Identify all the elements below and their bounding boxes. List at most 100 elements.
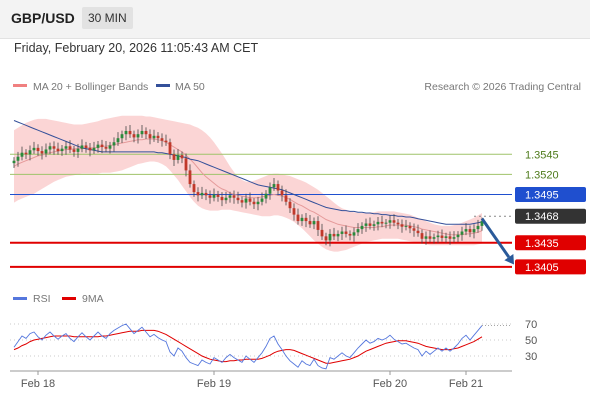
candle (268, 182, 272, 200)
candle-body (216, 194, 220, 197)
candle (24, 149, 28, 160)
candle-body (368, 223, 372, 226)
candle (72, 145, 76, 157)
candle (436, 230, 440, 244)
candle-body (168, 142, 172, 155)
candle-body (24, 152, 28, 155)
candle-body (148, 134, 152, 139)
rsi-legend: RSI 9MA (13, 293, 104, 305)
legend-label-rsi: RSI (33, 293, 51, 305)
candle-body (392, 220, 396, 223)
candle (180, 151, 184, 164)
candle-body (52, 146, 56, 149)
candle (108, 141, 112, 154)
candle (228, 191, 232, 203)
forecast-arrow-shaft (480, 217, 511, 258)
candle (260, 192, 264, 206)
level-label-resistance: 1.3520 (525, 169, 559, 181)
candle-body (108, 145, 112, 149)
candle (32, 141, 36, 154)
candle-body (276, 184, 280, 191)
candle-body (364, 223, 368, 226)
candle-body (76, 148, 80, 152)
candle (160, 133, 164, 147)
candle (192, 180, 196, 197)
candle-body (284, 195, 288, 202)
candle (20, 146, 24, 161)
candle-body (212, 194, 216, 198)
candle (456, 231, 460, 242)
timeframe-badge[interactable]: 30 MIN (82, 7, 133, 29)
candle-body (116, 138, 120, 143)
candle (468, 225, 472, 238)
level-tag-pivot (515, 187, 586, 203)
level-tag-support (515, 235, 586, 251)
rsi-tick-label: 70 (525, 319, 537, 331)
candle-body (164, 140, 168, 143)
candle-body (264, 193, 268, 199)
candle-body (280, 190, 284, 196)
candle (48, 142, 52, 155)
candle-body (456, 234, 460, 238)
candle-body (436, 235, 440, 238)
candle-body (188, 170, 192, 185)
candle (312, 217, 316, 230)
candle (128, 124, 132, 138)
candle (384, 219, 388, 229)
candle (336, 230, 340, 242)
candle (412, 223, 416, 237)
x-tick-label: Feb 18 (21, 378, 55, 390)
candle-body (432, 237, 436, 239)
candle-body (320, 229, 324, 237)
x-tick-label: Feb 20 (373, 378, 407, 390)
candle-body (36, 147, 40, 152)
candle-body (248, 198, 252, 202)
candle (460, 226, 464, 241)
candle (184, 153, 188, 177)
candle (236, 191, 240, 204)
candle-body (104, 147, 108, 149)
legend-label-ma20: MA 20 + Bollinger Bands (33, 81, 148, 93)
candle (220, 192, 224, 207)
candle (416, 224, 420, 237)
candle (388, 215, 392, 229)
candle (324, 232, 328, 246)
candle (464, 223, 468, 236)
candle (472, 224, 476, 239)
x-tick-label: Feb 19 (197, 378, 231, 390)
candle (292, 203, 296, 221)
candle-body (448, 236, 452, 239)
candle (340, 226, 344, 240)
ma20-line (13, 138, 483, 236)
legend-swatch-rsi (13, 297, 27, 300)
candle (440, 229, 444, 242)
candle (164, 134, 168, 146)
candle (360, 222, 364, 234)
candle-body (100, 144, 104, 148)
candle-body (380, 221, 384, 224)
candle (172, 149, 176, 166)
candle (76, 143, 80, 158)
candle (280, 185, 284, 202)
candle-body (136, 134, 140, 138)
candle (272, 178, 276, 191)
candle-body (428, 236, 432, 239)
candle (64, 141, 68, 155)
candle-body (316, 221, 320, 230)
candle (124, 126, 128, 141)
price-legend: MA 20 + Bollinger Bands MA 50 Research ©… (13, 81, 581, 93)
candle-body (32, 147, 36, 151)
candle-body (328, 233, 332, 241)
candle-body (252, 201, 256, 205)
candle-body (144, 130, 148, 135)
candle-body (176, 155, 180, 160)
candle-body (80, 145, 84, 149)
candle (140, 124, 144, 138)
candle (452, 231, 456, 243)
candle (308, 215, 312, 228)
candle (68, 140, 72, 154)
candle (332, 227, 336, 240)
candle-body (424, 236, 428, 239)
candle (448, 231, 452, 245)
